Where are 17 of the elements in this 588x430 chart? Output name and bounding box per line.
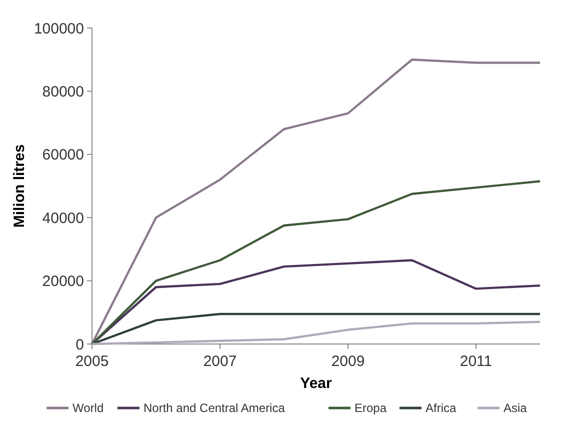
y-tick-label: 60000: [42, 146, 84, 164]
legend-label: Asia: [504, 401, 528, 415]
y-tick-label: 100000: [34, 20, 84, 38]
y-tick-label: 80000: [42, 83, 84, 100]
legend-label: World: [72, 401, 104, 415]
y-tick-label: 40000: [42, 210, 84, 227]
y-tick-label: 0: [76, 336, 84, 354]
x-tick-label: 2005: [75, 353, 109, 370]
legend-label: Eropa: [354, 401, 387, 415]
y-axis-title: Milion litres: [11, 144, 28, 228]
x-tick-label: 2011: [460, 353, 492, 370]
y-tick-label: 20000: [42, 273, 84, 290]
x-axis-title: Year: [300, 375, 332, 392]
legend-label: Africa: [426, 401, 456, 415]
x-tick-label: 2007: [203, 353, 237, 370]
x-tick-label: 2009: [331, 353, 365, 370]
legend-label: North and Central America: [144, 401, 286, 415]
